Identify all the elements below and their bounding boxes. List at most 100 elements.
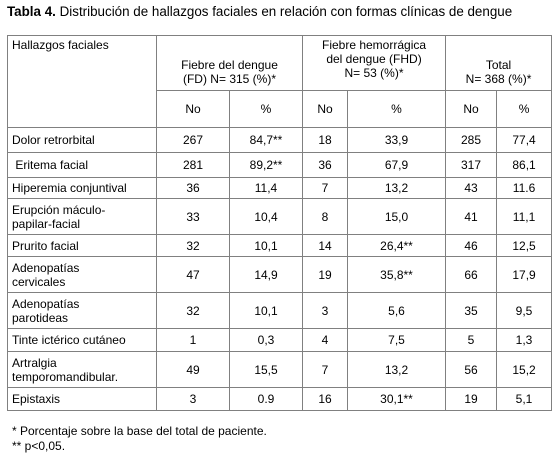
subheader-fd-no: No <box>156 90 230 128</box>
caption-text: Distribución de hallazgos faciales en re… <box>59 4 513 19</box>
subheader-total-no: No <box>445 90 498 128</box>
fd-pct: 84,7** <box>229 127 303 153</box>
total-no: 19 <box>445 387 498 411</box>
table-row: Epistaxis 3 0.9 16 30,1** 19 5,1 <box>7 387 553 411</box>
total-pct: 11,1 <box>496 198 553 235</box>
footnote-significance: ** p<0,05. <box>12 439 66 453</box>
fhd-no: 3 <box>302 292 348 329</box>
total-no: 66 <box>445 256 498 293</box>
footnote-percentage: * Porcentaje sobre la base del total de … <box>12 424 267 438</box>
fd-no: 32 <box>156 234 230 257</box>
fhd-no: 8 <box>302 198 348 235</box>
total-no: 43 <box>445 177 498 199</box>
table-row: Dolor retrorbital 267 84,7** 18 33,9 285… <box>7 127 553 153</box>
table-row: Adenopatías cervicales 47 14,9 19 35,8** … <box>7 256 553 293</box>
total-pct: 1,3 <box>496 328 553 352</box>
total-pct: 15,2 <box>496 351 553 388</box>
fhd-pct: 13,2 <box>346 351 447 388</box>
row-label: Hiperemia conjuntival <box>7 177 157 199</box>
header-hallazgos: Hallazgos faciales <box>7 35 157 128</box>
total-no: 35 <box>445 292 498 329</box>
row-label: Prurito facial <box>7 234 157 257</box>
table-row: Prurito facial 32 10,1 14 26,4** 46 12,5 <box>7 234 553 257</box>
table-row: Tinte ictérico cutáneo 1 0,3 4 7,5 5 1,3 <box>7 328 553 352</box>
table-row: Erupción máculo-papilar-facial 33 10,4 8… <box>7 198 553 235</box>
row-label: Adenopatías cervicales <box>7 256 157 293</box>
fd-pct: 89,2** <box>229 152 303 178</box>
fhd-pct: 30,1** <box>346 387 447 411</box>
table-footnotes: * Porcentaje sobre la base del total de … <box>12 424 267 454</box>
total-pct: 86,1 <box>496 152 553 178</box>
row-label: Dolor retrorbital <box>7 127 157 153</box>
fhd-no: 19 <box>302 256 348 293</box>
fhd-no: 4 <box>302 328 348 352</box>
header-total-line1: Total <box>485 58 512 72</box>
row-label: Artralgia temporomandibular. <box>7 351 157 388</box>
fd-pct: 0.9 <box>229 387 303 411</box>
header-fd: Fiebre del dengue (FD) N= 315 (%)* <box>156 35 303 91</box>
row-label: Erupción máculo-papilar-facial <box>7 198 157 235</box>
fhd-no: 7 <box>302 351 348 388</box>
total-pct: 9,5 <box>496 292 553 329</box>
fd-pct: 11,4 <box>229 177 303 199</box>
fhd-pct: 13,2 <box>346 177 447 199</box>
caption-label: Tabla 4. <box>7 4 56 19</box>
fd-no: 36 <box>156 177 230 199</box>
row-label: Eritema facial <box>7 152 157 178</box>
header-total: Total N= 368 (%)* <box>445 35 553 91</box>
fhd-pct: 5,6 <box>346 292 447 329</box>
total-no: 317 <box>445 152 498 178</box>
row-label-line2: temporomandibular. <box>12 369 119 384</box>
fd-pct: 10,1 <box>229 292 303 329</box>
subheader-total-pct: % <box>496 90 553 128</box>
fhd-no: 18 <box>302 127 348 153</box>
fd-no: 47 <box>156 256 230 293</box>
table-row: Adenopatías parotideas 32 10,1 3 5,6 35 9… <box>7 292 553 329</box>
row-label: Adenopatías parotideas <box>7 292 157 329</box>
row-label-line2: parotideas <box>12 310 69 325</box>
row-label: Epistaxis <box>7 387 157 411</box>
subheader-fd-pct: % <box>229 90 303 128</box>
total-no: 285 <box>445 127 498 153</box>
fd-pct: 15,5 <box>229 351 303 388</box>
total-no: 41 <box>445 198 498 235</box>
fhd-pct: 15,0 <box>346 198 447 235</box>
fhd-no: 16 <box>302 387 348 411</box>
fhd-pct: 26,4** <box>346 234 447 257</box>
row-label-line1: Adenopatías <box>12 260 80 275</box>
table-caption: Tabla 4. Distribución de hallazgos facia… <box>7 4 512 19</box>
total-pct: 12,5 <box>496 234 553 257</box>
header-fhd-line3: N= 53 (%)* <box>344 66 404 80</box>
header-total-line2: N= 368 (%)* <box>465 72 532 86</box>
row-label-line2: cervicales <box>12 274 66 289</box>
total-pct: 17,9 <box>496 256 553 293</box>
fhd-no: 7 <box>302 177 348 199</box>
table-row: Artralgia temporomandibular. 49 15,5 7 13… <box>7 351 553 388</box>
fd-pct: 0,3 <box>229 328 303 352</box>
fhd-pct: 35,8** <box>346 256 447 293</box>
row-label-line1: Adenopatías <box>12 296 80 311</box>
fd-pct: 10,1 <box>229 234 303 257</box>
fd-pct: 10,4 <box>229 198 303 235</box>
findings-table: Hallazgos faciales Fiebre del dengue (FD)… <box>7 35 553 411</box>
table-row: Eritema facial 281 89,2** 36 67,9 317 86… <box>7 152 553 178</box>
subheader-fhd-no: No <box>302 90 348 128</box>
fhd-pct: 7,5 <box>346 328 447 352</box>
subheader-fhd-pct: % <box>346 90 447 128</box>
fhd-no: 14 <box>302 234 348 257</box>
total-pct: 77,4 <box>496 127 553 153</box>
total-no: 56 <box>445 351 498 388</box>
fd-no: 1 <box>156 328 230 352</box>
header-fd-line2: (FD) N= 315 (%)* <box>182 72 277 86</box>
row-label-line2: papilar-facial <box>12 216 81 231</box>
header-fhd-line2: del dengue (FHD) <box>326 52 422 66</box>
header-fhd: Fiebre hemorrágica del dengue (FHD) N= 53 … <box>301 35 447 91</box>
table-row: Hiperemia conjuntival 36 11,4 7 13,2 43 … <box>7 177 553 199</box>
header-fhd-line1: Fiebre hemorrágica <box>321 38 427 52</box>
fd-no: 3 <box>156 387 230 411</box>
total-pct: 5,1 <box>496 387 553 411</box>
fd-no: 33 <box>156 198 230 235</box>
fhd-no: 36 <box>302 152 348 178</box>
fhd-pct: 33,9 <box>346 127 447 153</box>
total-no: 46 <box>445 234 498 257</box>
